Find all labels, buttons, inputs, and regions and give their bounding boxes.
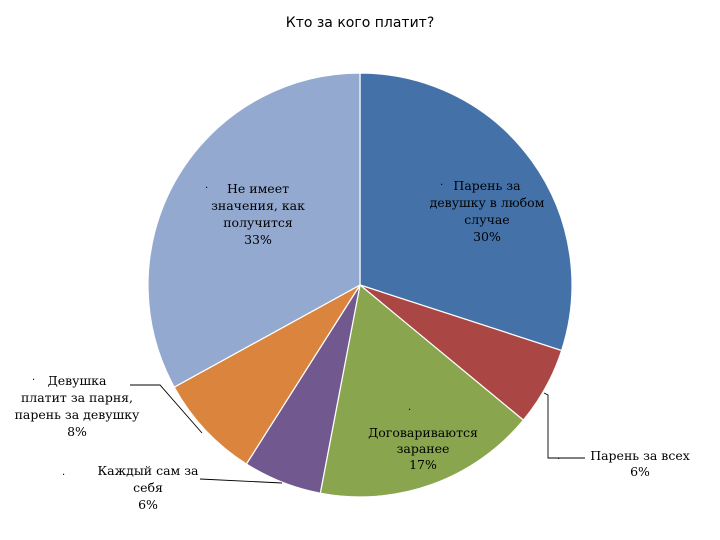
- data-label-line: получится: [223, 215, 293, 230]
- pie-slice: [359, 72, 573, 352]
- pie-slice: [173, 284, 361, 465]
- data-label-line: Не имеет: [227, 181, 289, 196]
- label-bullet: ·: [557, 454, 560, 465]
- data-label: Девушка платит за парня, парень за девушку…: [15, 373, 140, 439]
- data-label-line: Девушка: [48, 373, 107, 388]
- data-label: Парень за девушку в любом случае 30%: [430, 178, 545, 244]
- data-label-line: Парень за: [453, 178, 521, 193]
- data-label-line: 6%: [630, 464, 650, 479]
- data-label-line: заранее: [397, 441, 450, 456]
- data-label-line: 30%: [473, 229, 501, 244]
- data-label-line: 8%: [67, 424, 87, 439]
- leader-line: [199, 478, 283, 484]
- data-label-line: девушку в любом: [430, 195, 545, 210]
- data-label-line: 17%: [409, 457, 437, 472]
- pie-slice: [319, 283, 525, 498]
- data-label-line: Каждый сам за: [98, 463, 200, 478]
- pie-slice: [147, 72, 361, 388]
- data-label-line: себя: [133, 480, 163, 495]
- data-label-line: случае: [464, 212, 509, 227]
- data-label-line: платит за парня,: [21, 390, 133, 405]
- label-bullet: ·: [205, 183, 208, 194]
- chart-title: Кто за кого платит?: [286, 15, 435, 31]
- data-label: Каждый сам за себя 6%: [98, 463, 200, 512]
- pie-slices: [147, 72, 573, 498]
- data-label-line: Договариваются: [368, 425, 478, 440]
- data-label-line: Парень за всех: [590, 448, 690, 463]
- label-bullet: ·: [62, 470, 65, 481]
- label-bullet: ·: [408, 405, 411, 416]
- label-bullet: ·: [440, 180, 443, 191]
- leader-line: [543, 392, 585, 459]
- data-label-line: парень за девушку: [15, 407, 140, 422]
- label-bullet: ·: [32, 375, 35, 386]
- data-label-line: 33%: [244, 232, 272, 247]
- data-labels: Парень за девушку в любом случае 30%·Парень…: [15, 178, 690, 512]
- leader-lines: [130, 384, 585, 484]
- data-label: Не имеет значения, как получится 33%: [211, 181, 305, 247]
- leader-line: [130, 384, 203, 434]
- data-label: Парень за всех 6%: [590, 448, 690, 479]
- data-label-line: значения, как: [211, 198, 305, 213]
- data-label: Договариваются заранее 17%: [368, 425, 478, 472]
- data-label-line: 6%: [138, 497, 158, 512]
